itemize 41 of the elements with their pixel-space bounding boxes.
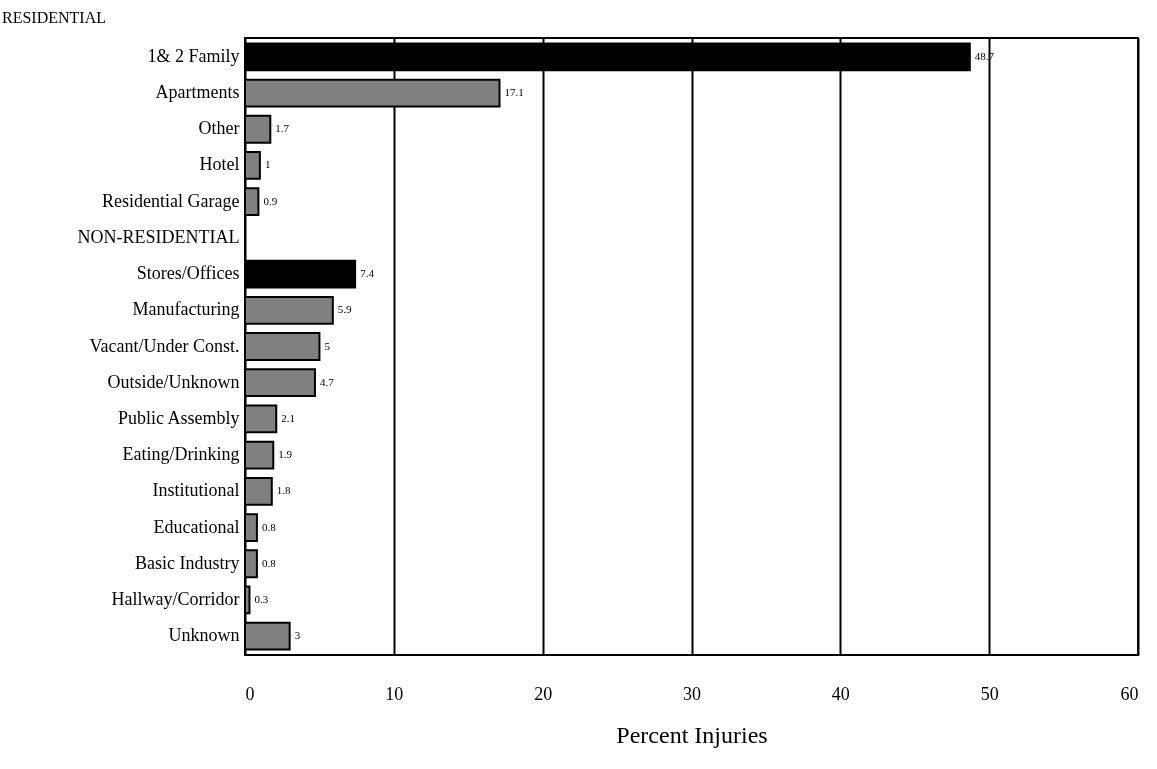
x-tick-label: 30 <box>683 683 701 704</box>
x-tick-label: 60 <box>1120 683 1139 704</box>
data-label: 0.8 <box>261 556 277 569</box>
y-tick-label: Institutional <box>152 480 240 501</box>
x-tick-label: 50 <box>980 683 999 704</box>
y-tick-label: Stores/Offices <box>136 263 240 284</box>
data-label: 1 <box>264 158 271 171</box>
data-label: 17.1 <box>504 86 524 99</box>
data-label: 1.8 <box>276 484 292 497</box>
x-axis-title: Percent Injuries <box>616 721 768 748</box>
data-label: 0.3 <box>254 592 269 605</box>
data-label: 1.9 <box>278 448 293 461</box>
y-tick-label: Unknown <box>168 625 240 646</box>
data-label: 7.4 <box>360 267 375 280</box>
y-tick-label: Hallway/Corridor <box>111 588 240 609</box>
y-tick-label: Hotel <box>199 154 240 175</box>
y-tick-label: Apartments <box>155 82 240 103</box>
data-label: 4.7 <box>319 375 335 388</box>
data-label: 3 <box>294 629 301 642</box>
x-tick-label: 20 <box>534 683 553 704</box>
x-tick-label: 40 <box>831 683 850 704</box>
y-tick-label: Educational <box>153 516 240 537</box>
y-tick-label: Vacant/Under Const. <box>89 335 240 356</box>
data-label: 5 <box>324 339 331 352</box>
data-label: 1.7 <box>275 122 290 135</box>
data-label: 0.8 <box>261 520 277 533</box>
x-tick-label: 0 <box>245 683 255 704</box>
y-tick-label: Basic Industry <box>135 552 240 573</box>
y-tick-label: Manufacturing <box>132 299 240 320</box>
data-label: 0.9 <box>263 194 278 207</box>
data-label: 2.1 <box>281 411 296 424</box>
y-tick-label: Eating/Drinking <box>122 444 240 465</box>
y-tick-label: Residential Garage <box>102 190 240 211</box>
text: RESIDENTIAL <box>2 9 106 26</box>
y-tick-label: Outside/Unknown <box>107 371 240 392</box>
x-tick-label: 10 <box>385 683 404 704</box>
y-tick-label: Other <box>198 118 240 139</box>
y-tick-label: 1& 2 Family <box>147 45 240 66</box>
y-tick-label: Public Assembly <box>117 407 240 428</box>
y-tick-label: NON-RESIDENTIAL <box>77 226 240 247</box>
data-label: 5.9 <box>337 303 353 316</box>
